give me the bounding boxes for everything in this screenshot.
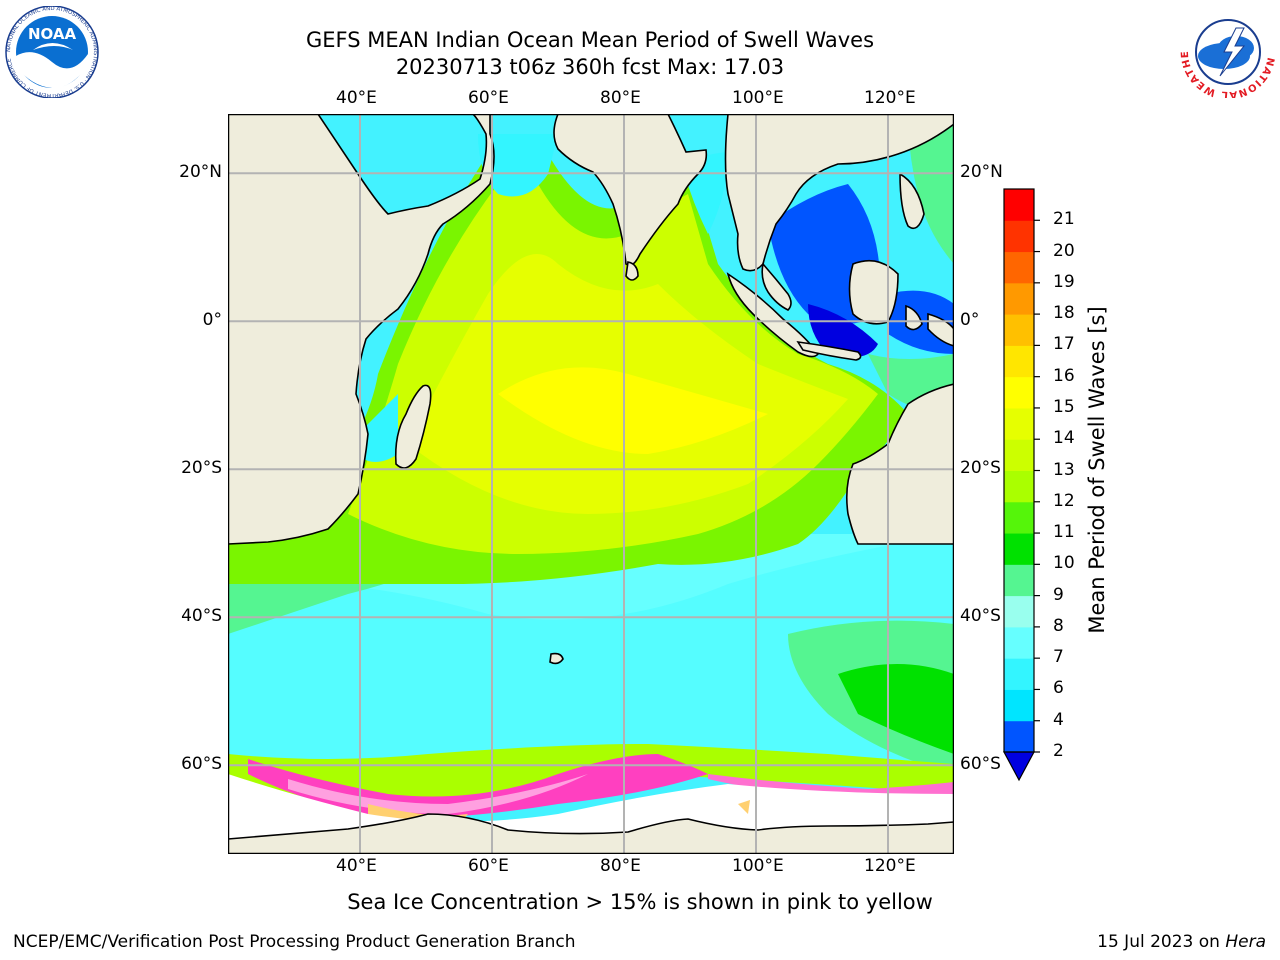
lon-tick-label-top: 80°E: [600, 88, 641, 108]
noaa-logo-text: NOAA: [28, 25, 77, 43]
chart-subtitle: 20230713 t06z 360h fcst Max: 17.03: [395, 55, 785, 79]
lon-tick-label-top: 100°E: [732, 88, 784, 108]
colorbar-level-label: 4: [1053, 709, 1064, 730]
lat-tick-label-right: 20°S: [960, 458, 1001, 479]
map-frame: [228, 114, 954, 854]
colorbar-title: Mean Period of Swell Waves [s]: [1085, 306, 1109, 634]
colorbar-level-label: 9: [1053, 584, 1064, 605]
lat-tick-label-right: 60°S: [960, 754, 1001, 775]
colorbar-bin: [1004, 595, 1034, 628]
sea-ice-note: Sea Ice Concentration > 15% is shown in …: [347, 890, 933, 914]
ocean-map: [228, 114, 954, 854]
map-gridlines: [228, 114, 954, 854]
footer-date: 15 Jul 2023 on Hera: [1097, 932, 1266, 952]
chart-title: GEFS MEAN Indian Ocean Mean Period of Sw…: [305, 28, 875, 52]
lat-tick-label-left: 20°N: [179, 162, 222, 183]
footer-credit: NCEP/EMC/Verification Post Processing Pr…: [13, 932, 576, 952]
colorbar-level-label: 20: [1053, 240, 1075, 261]
colorbar-bin: [1004, 470, 1034, 503]
colorbar-level-label: 19: [1053, 271, 1075, 292]
colorbar-level-label: 10: [1053, 553, 1075, 574]
colorbar-bin: [1004, 345, 1034, 378]
lon-tick-label-top: 120°E: [864, 88, 916, 108]
colorbar-level-label: 12: [1053, 490, 1075, 511]
colorbar-level-label: 16: [1053, 365, 1075, 386]
colorbar-level-label: 7: [1053, 647, 1064, 668]
colorbar-level-label: 2: [1053, 741, 1064, 761]
lon-tick-label-top: 60°E: [468, 88, 509, 108]
colorbar-bin: [1004, 282, 1034, 315]
footer-date-text: 15 Jul 2023 on: [1097, 932, 1226, 952]
colorbar-bin: [1004, 626, 1034, 659]
lon-tick-label-bottom: 100°E: [732, 856, 784, 876]
colorbar-bin: [1004, 407, 1034, 440]
colorbar-level-label: 17: [1053, 334, 1075, 355]
colorbar-level-label: 21: [1053, 209, 1075, 230]
lat-tick-label-left: 60°S: [181, 754, 222, 775]
colorbar-bin: [1004, 376, 1034, 409]
lon-tick-label-bottom: 80°E: [600, 856, 641, 876]
colorbar-level-label: 13: [1053, 459, 1075, 480]
lat-tick-label-right: 0°: [960, 310, 980, 331]
nws-logo: NATIONAL WEATHER SERVICE: [1180, 6, 1275, 98]
colorbar-level-label: 8: [1053, 615, 1064, 636]
footer-machine: Hera: [1225, 932, 1266, 952]
colorbar-bin: [1004, 689, 1034, 722]
colorbar-bin: [1004, 251, 1034, 284]
colorbar-extend-arrow: [1002, 751, 1036, 782]
colorbar-bin: [1004, 220, 1034, 253]
colorbar-level-label: 11: [1053, 522, 1075, 543]
lon-tick-label-bottom: 120°E: [864, 856, 916, 876]
colorbar-bin: [1004, 533, 1034, 565]
lat-tick-label-left: 40°S: [181, 606, 222, 627]
lat-tick-label-left: 20°S: [181, 458, 222, 479]
lat-tick-label-left: 0°: [202, 310, 222, 331]
colorbar-bin: [1004, 189, 1034, 221]
colorbar-bin: [1004, 564, 1034, 597]
colorbar-level-label: 15: [1053, 396, 1075, 417]
colorbar-bin: [1004, 720, 1034, 753]
colorbar: [1002, 188, 1040, 782]
colorbar-level-label: 14: [1053, 428, 1075, 449]
lat-tick-label-right: 20°N: [960, 162, 1003, 183]
colorbar-bin: [1004, 314, 1034, 346]
colorbar-bin: [1004, 658, 1034, 690]
lon-tick-label-bottom: 60°E: [468, 856, 509, 876]
noaa-logo: NATIONAL OCEANIC AND ATMOSPHERIC ADMINIS…: [5, 6, 99, 98]
colorbar-level-label: 6: [1053, 678, 1064, 699]
colorbar-level-label: 18: [1053, 303, 1075, 324]
lat-tick-label-right: 40°S: [960, 606, 1001, 627]
colorbar-bin: [1004, 439, 1034, 471]
lon-tick-label-top: 40°E: [336, 88, 377, 108]
colorbar-bin: [1004, 501, 1034, 534]
lon-tick-label-bottom: 40°E: [336, 856, 377, 876]
